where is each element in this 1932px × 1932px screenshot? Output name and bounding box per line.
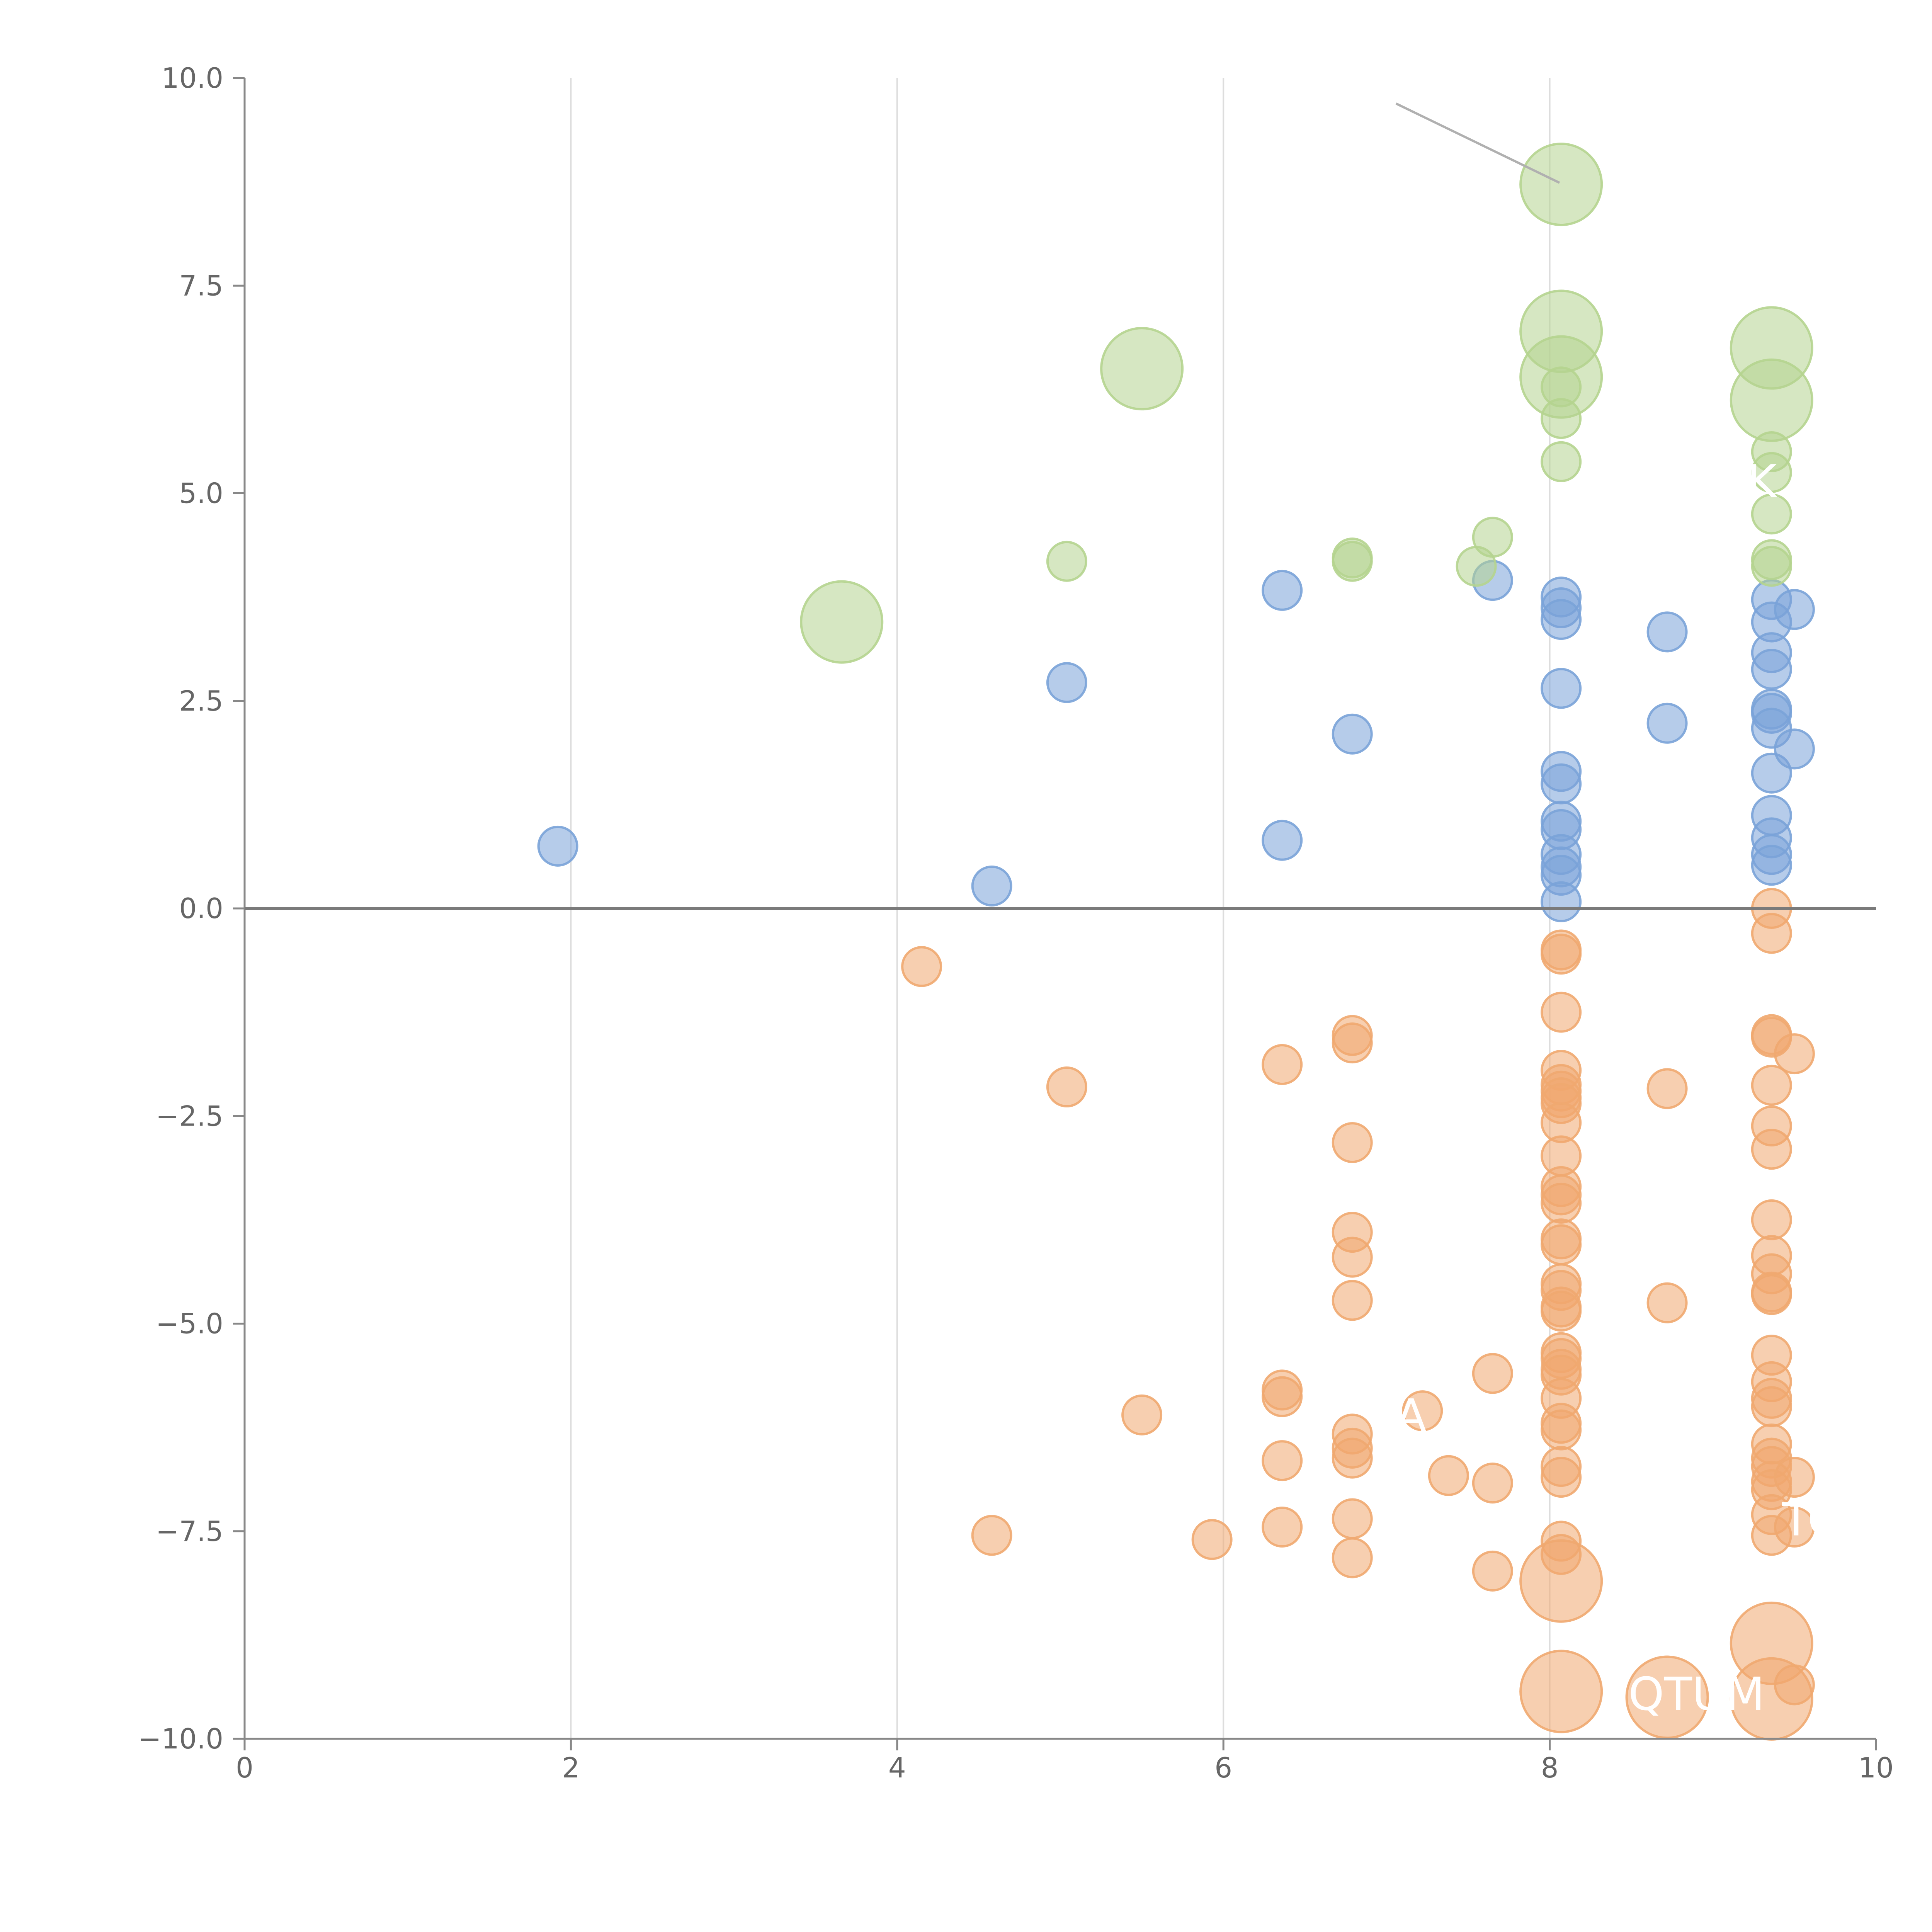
- point-blue: [537, 825, 578, 867]
- point-orange: [1472, 1463, 1513, 1504]
- point-blue: [1332, 713, 1373, 755]
- point-orange: [1262, 1507, 1303, 1548]
- point-orange: [1751, 1199, 1792, 1240]
- y-tick-label: 0.0: [179, 892, 223, 925]
- x-tick-label: 6: [1214, 1752, 1232, 1784]
- point-orange: [1774, 1664, 1815, 1706]
- y-tick-label: −5.0: [156, 1308, 223, 1340]
- point-orange: [1519, 1539, 1603, 1623]
- point-orange: [1774, 1457, 1815, 1498]
- x-tick-label: 10: [1858, 1752, 1894, 1784]
- point-orange: [1472, 1550, 1513, 1592]
- point-orange: [1541, 1224, 1582, 1265]
- point-orange: [1519, 1650, 1603, 1733]
- y-tick-label: 7.5: [179, 269, 223, 302]
- point-orange: [1121, 1394, 1163, 1435]
- point-orange: [1751, 913, 1792, 954]
- point-green: [800, 580, 884, 664]
- point-orange: [1332, 1236, 1373, 1278]
- point-green: [1100, 327, 1184, 411]
- point-blue: [1774, 728, 1815, 770]
- x-tick-label: 4: [888, 1752, 906, 1784]
- point-blue: [971, 865, 1012, 906]
- point-orange: [1541, 1457, 1582, 1498]
- point-orange: [1751, 1274, 1792, 1315]
- point-green: [1751, 546, 1792, 587]
- point-orange: [1472, 1353, 1513, 1394]
- point-green: [1730, 358, 1813, 442]
- y-tick-label: 5.0: [179, 477, 223, 510]
- point-blue: [1541, 599, 1582, 640]
- point-orange: [1774, 1507, 1815, 1548]
- point-orange: [1332, 1437, 1373, 1479]
- point-orange: [1541, 934, 1582, 975]
- annotations: K A TC QTUM: [1395, 102, 1839, 1721]
- tick-labels: 0 2 4 6 8 10 10.0 7.5 5.0 2.5 0.0 −2.5 −5.0 −7.5 −10.0: [138, 62, 1893, 1784]
- point-orange: [1332, 1498, 1373, 1539]
- point-orange: [1541, 992, 1582, 1033]
- y-tick-label: 10.0: [162, 62, 223, 94]
- point-orange: [1751, 1386, 1792, 1427]
- point-green: [1541, 398, 1582, 439]
- point-orange: [1402, 1390, 1443, 1432]
- leader-line: [1395, 102, 1560, 184]
- point-blue: [1541, 881, 1582, 922]
- point-blue: [1646, 702, 1688, 744]
- point-blue: [1262, 570, 1303, 611]
- point-blue: [1751, 845, 1792, 886]
- point-green: [1519, 143, 1603, 226]
- point-orange: [1774, 1033, 1815, 1075]
- annotation-label: A: [1395, 1389, 1427, 1442]
- point-green: [1472, 517, 1513, 558]
- point-green: [1541, 441, 1582, 482]
- point-orange: [1646, 1068, 1688, 1109]
- y-tick-label: 2.5: [179, 685, 223, 717]
- axes: [243, 78, 1876, 1740]
- point-orange: [1541, 1182, 1582, 1224]
- point-green: [1332, 537, 1373, 579]
- point-orange: [1428, 1455, 1469, 1496]
- point-orange: [1332, 1280, 1373, 1321]
- point-orange: [1332, 1022, 1373, 1064]
- x-tick-label: 2: [562, 1752, 580, 1784]
- point-blue: [1646, 611, 1688, 653]
- y-tick-label: −7.5: [156, 1515, 223, 1548]
- point-orange: [971, 1515, 1012, 1556]
- point-orange: [1262, 1376, 1303, 1417]
- point-orange: [1332, 1122, 1373, 1163]
- point-blue: [1541, 668, 1582, 709]
- annotation-label: TC: [1782, 1493, 1839, 1546]
- point-blue: [1774, 589, 1815, 630]
- y-tick-label: −2.5: [156, 1100, 223, 1132]
- point-orange: [1262, 1044, 1303, 1085]
- x-tick-label: 0: [236, 1752, 253, 1784]
- x-tick-label: 8: [1541, 1752, 1559, 1784]
- point-orange: [1332, 1537, 1373, 1578]
- annotation-label: QTUM: [1628, 1667, 1765, 1721]
- annotation-label: K: [1747, 455, 1778, 508]
- point-orange: [1191, 1519, 1233, 1560]
- point-orange: [1046, 1066, 1087, 1108]
- point-blue: [1541, 763, 1582, 804]
- point-blue: [1751, 649, 1792, 690]
- point-orange: [1262, 1440, 1303, 1481]
- point-orange: [901, 946, 942, 987]
- y-tick-label: −10.0: [138, 1723, 223, 1755]
- point-orange: [1751, 1065, 1792, 1106]
- data-points: [537, 143, 1815, 1741]
- point-blue: [1262, 820, 1303, 861]
- point-green: [1751, 452, 1792, 493]
- point-orange: [1646, 1282, 1688, 1323]
- point-blue: [1046, 662, 1087, 703]
- point-orange: [1541, 1291, 1582, 1332]
- point-green: [1751, 493, 1792, 535]
- point-orange: [1751, 1129, 1792, 1170]
- point-green: [1046, 541, 1087, 582]
- point-orange: [1541, 1409, 1582, 1451]
